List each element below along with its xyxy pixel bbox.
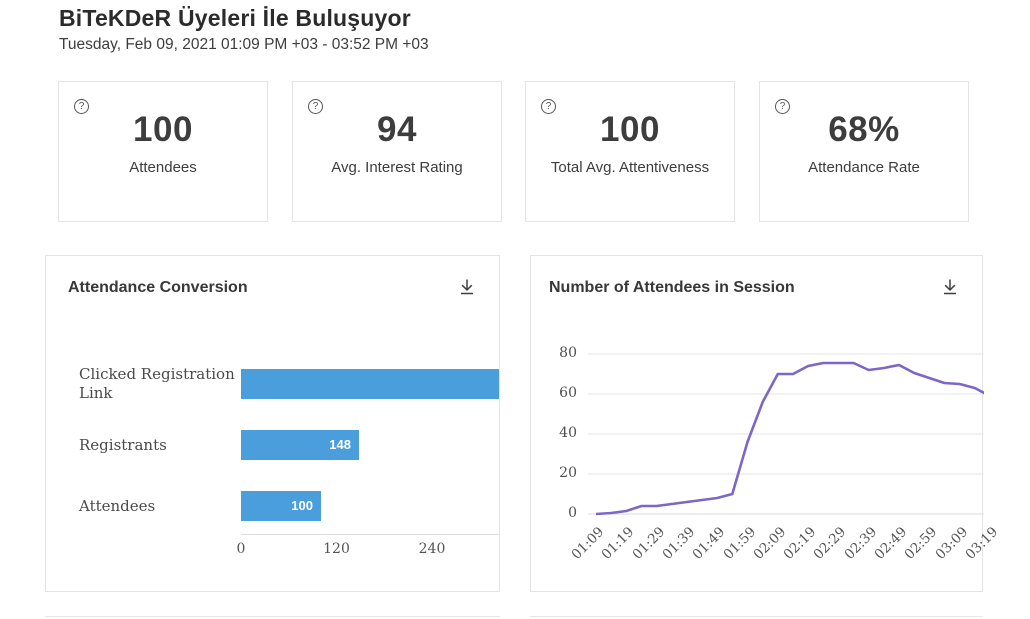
bar-value-label: 148: [329, 437, 351, 452]
help-icon[interactable]: ?: [775, 99, 790, 114]
chart-title: Attendance Conversion: [68, 279, 248, 296]
stat-value: 94: [377, 110, 417, 149]
stat-card-total-avg-attentiveness: ? 100 Total Avg. Attentiveness: [525, 81, 735, 222]
bar-value-label: 100: [291, 498, 313, 513]
stat-value: 100: [133, 110, 193, 149]
line-y-tick-label: 60: [559, 385, 577, 401]
bar-category-label: Attendees: [79, 496, 156, 515]
attendees-in-session-card: Number of Attendees in Session 0 20 40 60 80…: [530, 255, 1001, 592]
line-y-tick-label: 20: [559, 465, 577, 481]
next-card-top-edge: [45, 616, 500, 619]
chart-title: Number of Attendees in Session: [549, 279, 795, 296]
stat-label: Attendees: [129, 159, 197, 176]
help-icon[interactable]: ?: [541, 99, 556, 114]
stat-label: Total Avg. Attentiveness: [550, 159, 710, 176]
stat-card-attendees: ? 100 Attendees: [58, 81, 268, 222]
bar: 100: [241, 491, 321, 521]
bar: 148: [241, 430, 359, 460]
line-y-tick-label: 0: [568, 505, 577, 521]
attendees-line-series: [595, 361, 984, 516]
attendance-conversion-card: Attendance Conversion Clicked Registrati…: [45, 255, 500, 592]
page-datetime: Tuesday, Feb 09, 2021 01:09 PM +03 - 03:…: [59, 36, 429, 53]
page-title: BiTeKDeR Üyeleri İle Buluşuyor: [59, 5, 411, 31]
bar-category-label: Clicked Registration Link: [79, 365, 235, 402]
download-icon[interactable]: [939, 276, 961, 298]
bar-x-tick-label: 0: [236, 541, 246, 557]
stat-card-attendance-rate: ? 68% Attendance Rate: [759, 81, 969, 222]
stat-value: 68%: [828, 110, 900, 149]
help-icon[interactable]: ?: [308, 99, 323, 114]
bar-x-axis-line: [241, 534, 499, 535]
stat-label: Avg. Interest Rating: [331, 159, 463, 176]
next-card-top-edge: [530, 616, 983, 619]
help-icon[interactable]: ?: [74, 99, 89, 114]
bar: [241, 369, 499, 399]
download-icon[interactable]: [456, 276, 478, 298]
download-arrow-glyph: [461, 279, 473, 295]
bar-x-tick-label: 120: [323, 541, 350, 557]
line-y-tick-label: 80: [559, 345, 577, 361]
line-y-tick-label: 40: [559, 425, 577, 441]
stat-value: 100: [600, 110, 660, 149]
bar-category-label: Registrants: [79, 435, 167, 454]
stat-card-avg-interest-rating: ? 94 Avg. Interest Rating: [292, 81, 502, 222]
line-plot-area: [588, 353, 984, 516]
stat-label: Attendance Rate: [808, 159, 920, 176]
download-arrow-glyph: [944, 279, 956, 295]
bar-x-tick-label: 240: [418, 541, 446, 557]
